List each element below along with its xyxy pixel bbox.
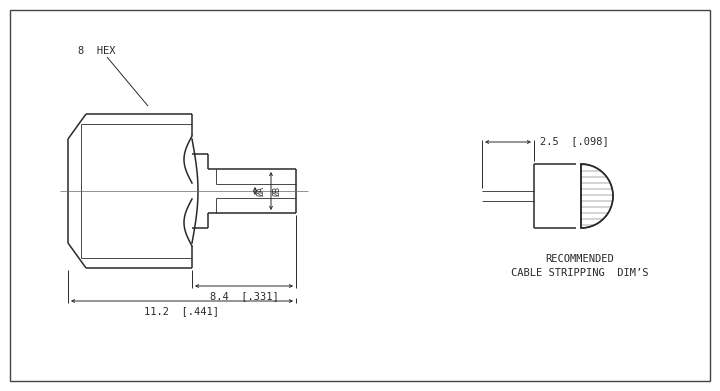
Text: ØB: ØB (272, 186, 282, 196)
Text: CABLE STRIPPING  DIM’S: CABLE STRIPPING DIM’S (511, 268, 649, 278)
Text: 8.4  [.331]: 8.4 [.331] (210, 291, 279, 301)
Text: RECOMMENDED: RECOMMENDED (546, 254, 614, 264)
Text: ØA: ØA (256, 186, 266, 196)
Text: 11.2  [.441]: 11.2 [.441] (145, 306, 220, 316)
Text: 2.5  [.098]: 2.5 [.098] (540, 136, 608, 146)
Text: 8  HEX: 8 HEX (78, 46, 115, 56)
